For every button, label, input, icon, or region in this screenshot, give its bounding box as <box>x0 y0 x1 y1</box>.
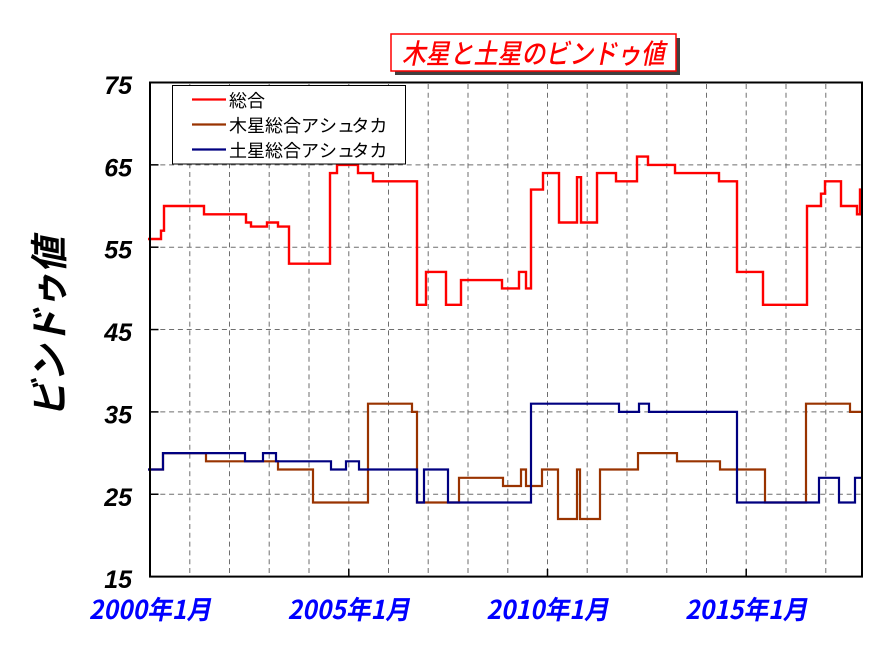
svg-text:25: 25 <box>103 484 133 512</box>
svg-text:15: 15 <box>104 566 133 594</box>
svg-text:65: 65 <box>104 154 133 182</box>
svg-text:45: 45 <box>103 319 133 347</box>
svg-text:35: 35 <box>104 401 133 429</box>
svg-text:75: 75 <box>104 72 133 100</box>
svg-text:55: 55 <box>104 237 133 265</box>
